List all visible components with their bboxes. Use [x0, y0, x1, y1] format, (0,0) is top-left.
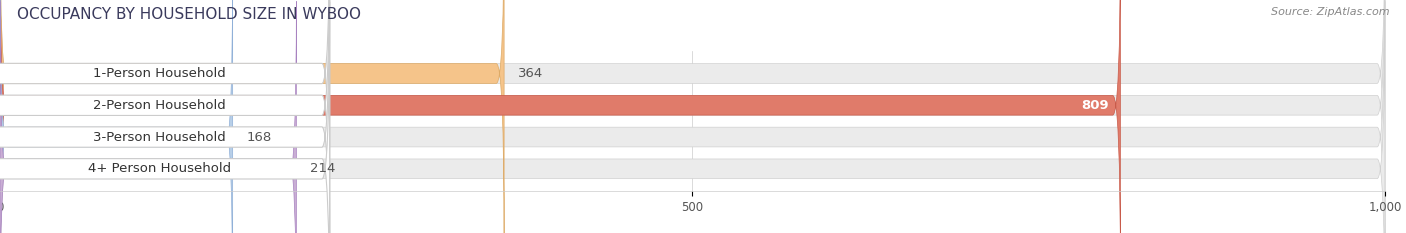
Text: 168: 168: [246, 130, 271, 144]
FancyBboxPatch shape: [0, 0, 505, 233]
Text: Source: ZipAtlas.com: Source: ZipAtlas.com: [1271, 7, 1389, 17]
Text: 3-Person Household: 3-Person Household: [93, 130, 225, 144]
Text: 809: 809: [1081, 99, 1109, 112]
FancyBboxPatch shape: [0, 0, 232, 233]
Text: 4+ Person Household: 4+ Person Household: [87, 162, 231, 175]
FancyBboxPatch shape: [0, 0, 329, 233]
FancyBboxPatch shape: [0, 2, 329, 233]
FancyBboxPatch shape: [0, 0, 1121, 233]
Text: 214: 214: [311, 162, 336, 175]
FancyBboxPatch shape: [0, 0, 329, 233]
Text: OCCUPANCY BY HOUSEHOLD SIZE IN WYBOO: OCCUPANCY BY HOUSEHOLD SIZE IN WYBOO: [17, 7, 361, 22]
FancyBboxPatch shape: [0, 1, 297, 233]
Text: 2-Person Household: 2-Person Household: [93, 99, 225, 112]
Text: 364: 364: [517, 67, 543, 80]
Text: 1-Person Household: 1-Person Household: [93, 67, 225, 80]
FancyBboxPatch shape: [0, 0, 329, 233]
